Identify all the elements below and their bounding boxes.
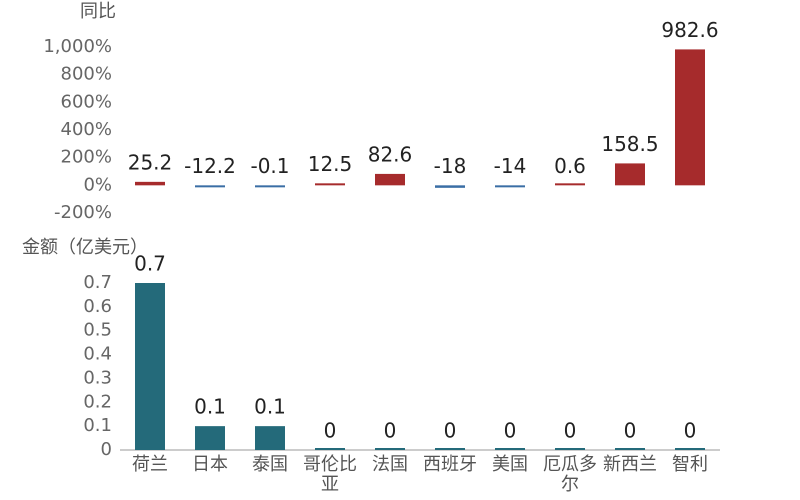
x-tick-label: 厄瓜多尔 — [543, 454, 597, 495]
x-tick-label: 哥伦比亚 — [303, 454, 357, 495]
value-label: 982.6 — [661, 18, 718, 42]
y-tick-label: 0.6 — [83, 296, 112, 317]
value-label: 0 — [684, 419, 697, 443]
x-tick-label: 法国 — [372, 454, 408, 475]
value-label: 0 — [504, 419, 517, 443]
y-tick-label: 0.1 — [83, 415, 112, 436]
x-tick-label: 新西兰 — [603, 454, 657, 475]
bar — [195, 185, 225, 188]
y-tick-label: -200% — [54, 202, 112, 223]
y-tick-label: 200% — [61, 147, 112, 168]
bar — [135, 283, 165, 450]
x-tick-label: 智利 — [672, 454, 708, 475]
bar — [555, 183, 585, 186]
bar — [255, 185, 285, 188]
bar — [375, 173, 405, 186]
value-label: 25.2 — [128, 150, 173, 174]
bar — [495, 185, 525, 188]
y-tick-label: 0.5 — [83, 320, 112, 341]
bar — [495, 448, 525, 450]
bar — [135, 181, 165, 186]
x-tick-label: 美国 — [492, 454, 528, 475]
value-label: -0.1 — [250, 154, 289, 178]
value-label: 0 — [324, 419, 337, 443]
value-label: 158.5 — [601, 132, 658, 156]
value-label: 0.6 — [554, 154, 586, 178]
y-tick-label: 0 — [101, 439, 112, 460]
bar — [675, 49, 705, 186]
y-tick-label: 0.3 — [83, 367, 112, 388]
x-tick-label: 西班牙 — [423, 454, 477, 475]
bar — [675, 448, 705, 450]
bar — [195, 426, 225, 450]
value-label: -12.2 — [184, 154, 236, 178]
axis-title: 金额（亿美元） — [22, 237, 148, 258]
value-label: 0 — [564, 419, 577, 443]
bar — [315, 183, 345, 186]
bar — [375, 448, 405, 450]
value-label: 0.1 — [254, 395, 286, 419]
value-label: -14 — [494, 154, 527, 178]
value-label: 0 — [624, 419, 637, 443]
y-tick-label: 0.7 — [83, 272, 112, 293]
bar — [435, 185, 465, 188]
y-tick-label: 800% — [61, 64, 112, 85]
y-tick-label: 0% — [83, 174, 112, 195]
bar — [615, 163, 645, 186]
y-tick-label: 1,000% — [43, 36, 112, 57]
axis-title: 同比 — [80, 1, 116, 22]
y-tick-label: 600% — [61, 91, 112, 112]
value-label: 12.5 — [308, 152, 353, 176]
value-label: -18 — [434, 154, 467, 178]
x-tick-label: 日本 — [192, 454, 228, 475]
bar — [255, 426, 285, 450]
value-label: 0 — [444, 419, 457, 443]
y-tick-label: 0.4 — [83, 344, 112, 365]
value-label: 0 — [384, 419, 397, 443]
y-tick-label: 0.2 — [83, 391, 112, 412]
value-label: 0.1 — [194, 395, 226, 419]
y-tick-label: 400% — [61, 119, 112, 140]
value-label: 82.6 — [368, 142, 413, 166]
bar — [555, 448, 585, 450]
bar — [435, 448, 465, 450]
x-tick-label: 泰国 — [252, 454, 288, 475]
value-label: 0.7 — [134, 252, 166, 276]
bar — [315, 448, 345, 450]
x-tick-label: 荷兰 — [132, 454, 168, 475]
bar — [615, 448, 645, 450]
